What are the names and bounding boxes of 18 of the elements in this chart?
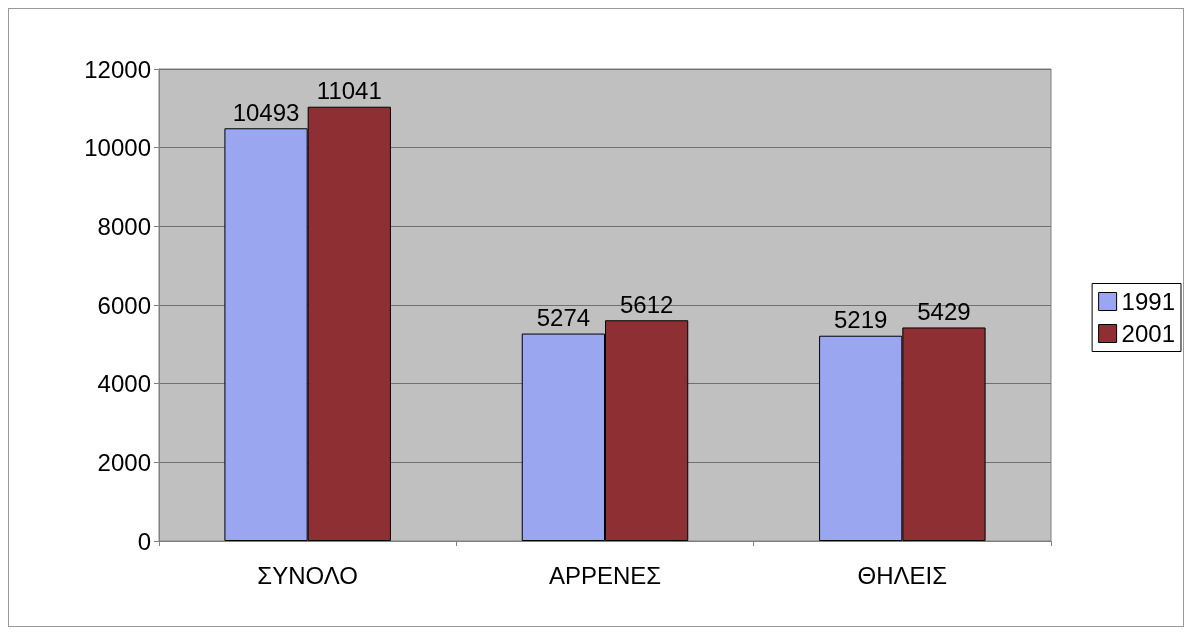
data-label: 5429 [917, 297, 971, 325]
x-tick-label: ΑΡΡΕΝΕΣ [548, 561, 662, 589]
y-tick-label: 10000 [84, 134, 151, 162]
y-tick-label: 2000 [97, 448, 151, 476]
x-tick-label: ΣΥΝΟΛΟ [257, 561, 358, 589]
legend-label: 2001 [1121, 320, 1175, 347]
data-label: 10493 [232, 98, 300, 126]
legend-label: 1991 [1121, 288, 1175, 315]
data-label: 5274 [536, 304, 591, 332]
y-tick-label: 12000 [84, 55, 151, 83]
y-tick-label: 6000 [97, 291, 151, 319]
data-label: 11041 [316, 77, 382, 105]
data-label: 5219 [834, 306, 888, 334]
data-label: 5612 [619, 290, 674, 318]
y-tick-label: 8000 [97, 212, 151, 240]
y-tick-label: 0 [137, 527, 151, 555]
y-tick-label: 4000 [97, 370, 151, 398]
x-tick-label: ΘΗΛΕΙΣ [857, 561, 948, 589]
